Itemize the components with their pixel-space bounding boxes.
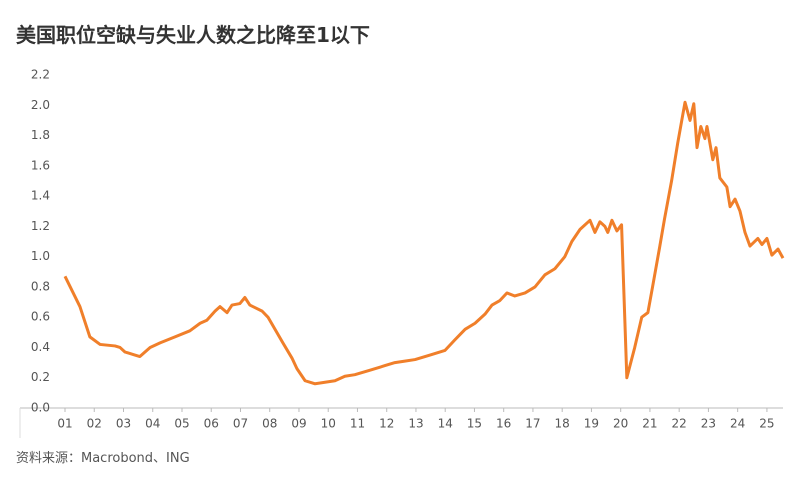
y-tick-label: 1.2 [31,219,50,233]
x-tick-label: 09 [291,417,306,431]
x-tick-label: 11 [350,417,365,431]
y-tick-label: 0.6 [31,310,50,324]
y-tick-label: 1.0 [31,249,50,263]
x-tick-label: 12 [379,417,394,431]
y-tick-label: 0.2 [31,370,50,384]
source-note: 资料来源：Macrobond、ING [16,451,190,466]
x-tick-label: 13 [408,417,423,431]
x-tick-label: 04 [145,417,160,431]
x-tick-label: 06 [204,417,219,431]
x-tick-label: 07 [233,417,248,431]
line-series [63,100,785,386]
x-tick-label: 22 [672,417,687,431]
x-tick-label: 18 [555,417,570,431]
x-tick-label: 05 [174,417,189,431]
x-tick-label: 21 [642,417,657,431]
y-tick-label: 0.8 [31,279,50,293]
x-tick-label: 01 [57,417,72,431]
y-tick-label: 2.2 [31,68,50,82]
y-tick-label: 1.4 [31,189,50,203]
y-tick-label: 0.4 [31,340,50,354]
y-tick-label: 2.0 [31,98,50,112]
y-tick-label: 1.6 [31,158,50,172]
chart-title: 美国职位空缺与失业人数之比降至1以下 [16,23,370,47]
y-tick-label: 0.0 [31,401,50,415]
x-tick-label: 24 [730,417,745,431]
x-tick-label: 15 [467,417,482,431]
x-tick-label: 10 [321,417,336,431]
y-tick-label: 1.8 [31,128,50,142]
x-tick-label: 23 [701,417,716,431]
x-tick-label: 08 [262,417,277,431]
x-tick-label: 14 [438,417,453,431]
x-tick-label: 19 [584,417,599,431]
x-tick-label: 20 [613,417,628,431]
x-tick-label: 17 [525,417,540,431]
x-tick-label: 03 [116,417,131,431]
x-tick-label: 16 [496,417,511,431]
x-tick-label: 25 [759,417,774,431]
x-tick-label: 02 [87,417,102,431]
